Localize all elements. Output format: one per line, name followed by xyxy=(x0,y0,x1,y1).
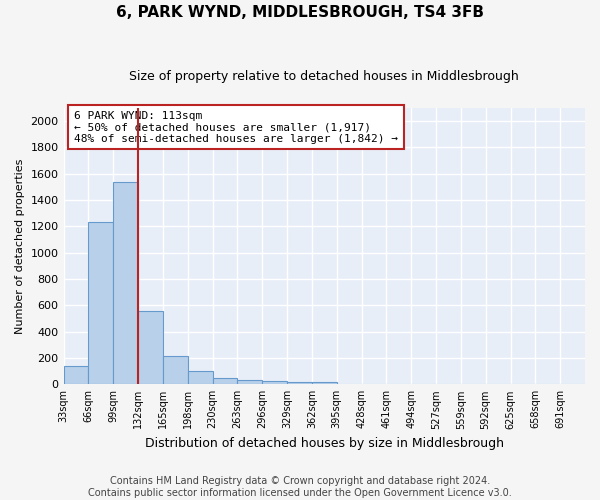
Bar xyxy=(238,380,262,384)
Bar xyxy=(262,381,287,384)
X-axis label: Distribution of detached houses by size in Middlesbrough: Distribution of detached houses by size … xyxy=(145,437,504,450)
Bar xyxy=(163,356,188,384)
Bar xyxy=(312,382,337,384)
Y-axis label: Number of detached properties: Number of detached properties xyxy=(15,158,25,334)
Bar xyxy=(88,222,113,384)
Bar xyxy=(188,371,212,384)
Bar xyxy=(113,182,138,384)
Text: Contains HM Land Registry data © Crown copyright and database right 2024.
Contai: Contains HM Land Registry data © Crown c… xyxy=(88,476,512,498)
Bar xyxy=(212,378,238,384)
Text: 6, PARK WYND, MIDDLESBROUGH, TS4 3FB: 6, PARK WYND, MIDDLESBROUGH, TS4 3FB xyxy=(116,5,484,20)
Bar xyxy=(64,366,88,384)
Text: 6 PARK WYND: 113sqm
← 50% of detached houses are smaller (1,917)
48% of semi-det: 6 PARK WYND: 113sqm ← 50% of detached ho… xyxy=(74,110,398,144)
Title: Size of property relative to detached houses in Middlesbrough: Size of property relative to detached ho… xyxy=(130,70,519,83)
Bar xyxy=(287,382,312,384)
Bar xyxy=(138,310,163,384)
